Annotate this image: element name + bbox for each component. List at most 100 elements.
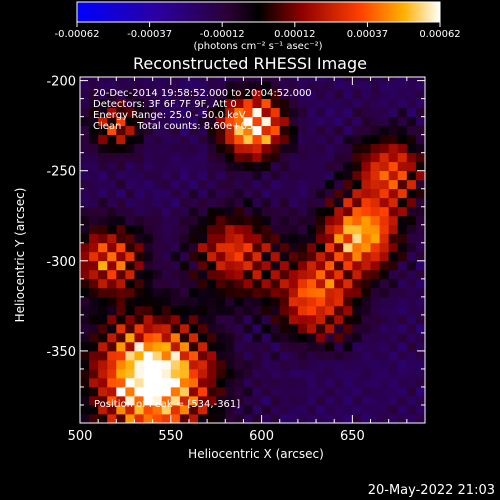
- heatmap-cell: [216, 98, 226, 109]
- heatmap-cell: [170, 395, 181, 406]
- heatmap-cell: [216, 170, 226, 181]
- heatmap-cell: [388, 395, 399, 406]
- heatmap-cell: [406, 368, 417, 379]
- heatmap-cell: [161, 170, 172, 181]
- heatmap-cell: [306, 170, 317, 181]
- heatmap-cell: [352, 332, 362, 343]
- heatmap-cell: [279, 188, 290, 199]
- heatmap-cell: [352, 224, 362, 235]
- heatmap-cell: [216, 260, 226, 271]
- heatmap-cell: [370, 341, 381, 352]
- heatmap-cell: [397, 296, 408, 307]
- heatmap-cell: [306, 260, 317, 271]
- heatmap-cell: [207, 143, 217, 154]
- heatmap-cell: [297, 323, 308, 334]
- heatmap-cell: [80, 224, 90, 235]
- heatmap-cell: [343, 395, 353, 406]
- heatmap-cell: [225, 206, 235, 217]
- heatmap-cell: [98, 179, 108, 190]
- heatmap-cell: [297, 143, 308, 154]
- heatmap-cell: [334, 296, 344, 307]
- heatmap-cell: [234, 170, 244, 181]
- heatmap-cell: [170, 77, 181, 81]
- heatmap-cell: [170, 368, 181, 379]
- heatmap-cell: [80, 305, 90, 316]
- heatmap-cell: [370, 251, 381, 262]
- heatmap-cell: [370, 296, 381, 307]
- heatmap-cell: [288, 287, 299, 298]
- heatmap-cell: [325, 269, 335, 280]
- heatmap-cell: [125, 206, 135, 217]
- heatmap-cell: [288, 332, 299, 343]
- heatmap-cell: [152, 224, 163, 235]
- heatmap-cell: [125, 107, 135, 118]
- heatmap-cell: [170, 251, 181, 262]
- heatmap-cell: [297, 215, 308, 226]
- heatmap-cell: [161, 368, 172, 379]
- heatmap-cell: [207, 314, 217, 325]
- heatmap-cell: [352, 305, 362, 316]
- heatmap-cell: [270, 341, 281, 352]
- heatmap-cell: [415, 224, 425, 235]
- heatmap-cell: [343, 206, 353, 217]
- heatmap-cell: [125, 287, 135, 298]
- heatmap-cell: [98, 170, 108, 181]
- heatmap-cell: [243, 107, 253, 118]
- heatmap-cell: [234, 395, 244, 406]
- heatmap-cell: [243, 152, 253, 163]
- heatmap-cell: [188, 116, 199, 127]
- heatmap-cell: [207, 350, 217, 361]
- y-axis-label: Heliocentric Y (arcsec): [13, 188, 27, 323]
- heatmap-cell: [207, 404, 217, 415]
- heatmap-cell: [297, 386, 308, 397]
- heatmap-cell: [415, 287, 425, 298]
- heatmap-cell: [270, 269, 281, 280]
- heatmap-cell: [316, 278, 326, 289]
- heatmap-cell: [415, 323, 425, 334]
- colorbar-tick-label: -0.00062: [55, 29, 100, 40]
- heatmap-cell: [370, 287, 381, 298]
- heatmap-cell: [125, 413, 135, 423]
- colorbar-label: (photons cm⁻² s⁻¹ asec⁻²): [193, 41, 322, 52]
- heatmap-cell: [107, 215, 117, 226]
- heatmap-cell: [116, 161, 126, 172]
- heatmap-cell: [225, 77, 235, 81]
- heatmap-cell: [388, 98, 399, 109]
- heatmap-cell: [198, 377, 208, 388]
- heatmap-cell: [343, 251, 353, 262]
- heatmap-cell: [316, 80, 326, 91]
- heatmap-cell: [198, 170, 208, 181]
- heatmap-cell: [379, 323, 390, 334]
- heatmap-cell: [406, 188, 417, 199]
- heatmap-cell: [207, 332, 217, 343]
- heatmap-cell: [225, 269, 235, 280]
- heatmap-cell: [252, 188, 262, 199]
- heatmap-cell: [370, 350, 381, 361]
- heatmap-cell: [297, 233, 308, 244]
- heatmap-cell: [379, 152, 390, 163]
- heatmap-cell: [207, 206, 217, 217]
- heatmap-cell: [379, 98, 390, 109]
- heatmap-cell: [143, 278, 154, 289]
- heatmap-cell: [316, 242, 326, 253]
- heatmap-cell: [379, 77, 390, 81]
- y-tick-label: -350: [46, 345, 76, 360]
- heatmap-cell: [243, 89, 253, 100]
- heatmap-cell: [198, 323, 208, 334]
- heatmap-cell: [306, 179, 317, 190]
- heatmap-cell: [252, 386, 262, 397]
- heatmap-cell: [415, 332, 425, 343]
- heatmap-cell: [107, 395, 117, 406]
- heatmap-cell: [143, 215, 154, 226]
- heatmap-cell: [234, 206, 244, 217]
- heatmap-cell: [415, 377, 425, 388]
- heatmap-cell: [188, 77, 199, 81]
- heatmap-cell: [152, 260, 163, 271]
- heatmap-cell: [370, 377, 381, 388]
- heatmap-cell: [161, 278, 172, 289]
- heatmap-cell: [198, 395, 208, 406]
- heatmap-cell: [161, 260, 172, 271]
- heatmap-cell: [352, 77, 362, 81]
- heatmap-cell: [134, 278, 144, 289]
- heatmap-cell: [116, 242, 126, 253]
